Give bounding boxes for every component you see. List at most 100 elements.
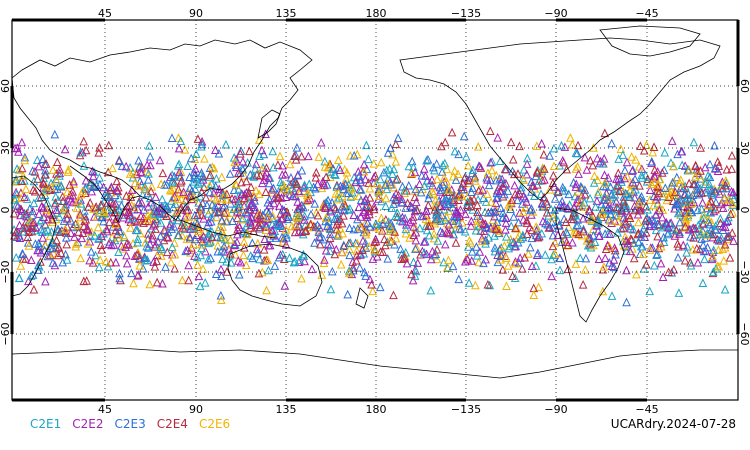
- observation-marker: [678, 240, 688, 250]
- observation-marker: [153, 215, 162, 225]
- coastline-eurasia: [11, 39, 313, 221]
- observation-marker: [143, 210, 153, 220]
- observation-marker: [27, 255, 36, 265]
- observation-marker: [432, 174, 442, 184]
- observation-marker: [293, 197, 302, 206]
- observation-marker: [55, 212, 64, 221]
- observation-marker: [192, 252, 202, 262]
- observation-marker: [302, 190, 312, 200]
- observation-marker: [365, 192, 375, 202]
- observation-marker: [339, 205, 349, 215]
- observation-marker: [236, 146, 246, 155]
- observation-marker: [484, 233, 494, 242]
- observation-marker: [38, 177, 48, 187]
- observation-marker: [29, 217, 39, 227]
- observation-marker: [361, 174, 370, 184]
- observation-marker: [607, 291, 617, 300]
- observation-marker: [34, 209, 44, 218]
- observation-marker: [265, 200, 275, 210]
- observation-marker: [451, 206, 461, 215]
- observation-marker: [451, 191, 461, 201]
- observation-marker: [456, 224, 466, 234]
- observation-marker: [467, 187, 476, 197]
- observation-marker: [475, 247, 485, 256]
- observation-marker: [718, 244, 728, 253]
- observation-marker: [325, 159, 335, 169]
- observation-marker: [463, 197, 472, 206]
- observation-marker: [368, 254, 378, 263]
- observation-marker: [193, 218, 202, 228]
- observation-marker: [245, 169, 255, 179]
- observation-marker: [426, 254, 436, 264]
- observation-marker: [725, 253, 735, 262]
- observation-marker: [319, 234, 328, 244]
- observation-marker: [666, 158, 676, 167]
- observation-marker: [173, 161, 183, 170]
- observation-marker: [126, 192, 136, 201]
- observation-marker: [364, 154, 373, 164]
- observation-marker: [452, 211, 461, 221]
- observation-marker: [509, 212, 518, 221]
- observation-marker: [482, 189, 492, 198]
- observation-marker: [444, 185, 454, 195]
- observation-marker: [322, 179, 332, 189]
- observation-marker: [60, 204, 70, 214]
- observation-marker: [94, 147, 104, 157]
- observation-marker: [76, 147, 86, 157]
- observation-marker: [501, 213, 511, 222]
- observation-marker: [114, 203, 124, 213]
- observation-marker: [303, 195, 313, 204]
- observation-marker: [361, 201, 370, 210]
- observation-marker: [263, 255, 273, 265]
- observation-marker: [161, 262, 170, 271]
- observation-marker: [197, 168, 206, 177]
- observation-marker: [111, 219, 120, 229]
- observation-marker: [425, 230, 434, 240]
- observation-marker: [376, 247, 385, 256]
- observation-marker: [400, 252, 409, 262]
- observation-marker: [356, 212, 366, 221]
- observation-marker: [259, 175, 269, 184]
- observation-marker: [478, 185, 488, 194]
- observation-marker: [639, 145, 649, 155]
- observation-marker: [609, 192, 618, 201]
- observation-marker: [622, 297, 631, 307]
- observation-marker: [407, 156, 417, 166]
- observation-marker: [526, 177, 536, 186]
- observation-marker: [125, 169, 135, 178]
- observation-marker: [250, 164, 260, 173]
- observation-marker: [290, 220, 300, 230]
- observation-marker: [132, 250, 142, 260]
- observation-marker: [546, 204, 556, 214]
- observation-marker: [136, 211, 146, 220]
- observation-marker: [381, 201, 391, 210]
- observation-marker: [217, 172, 227, 182]
- observation-marker: [239, 237, 249, 246]
- observation-marker: [477, 236, 487, 246]
- observation-marker: [645, 286, 654, 296]
- observation-marker: [657, 212, 667, 222]
- observation-marker: [183, 245, 192, 255]
- observation-marker: [655, 174, 665, 184]
- observation-marker: [89, 204, 98, 213]
- observation-marker: [205, 237, 215, 246]
- observation-marker: [415, 179, 424, 189]
- observation-marker: [43, 251, 53, 261]
- observation-marker: [728, 187, 738, 197]
- observation-marker: [500, 241, 509, 250]
- observation-marker: [690, 172, 700, 181]
- observation-marker: [639, 223, 648, 233]
- observation-marker: [625, 246, 635, 256]
- observation-marker: [167, 133, 177, 142]
- observation-marker: [20, 209, 29, 219]
- observation-marker: [461, 256, 470, 266]
- observation-marker: [387, 203, 397, 212]
- observation-marker: [135, 261, 145, 270]
- observation-marker: [332, 219, 342, 229]
- observation-marker: [539, 149, 549, 159]
- observation-marker: [395, 215, 405, 225]
- observation-marker: [82, 276, 91, 285]
- observation-marker: [502, 281, 511, 290]
- observation-marker: [391, 189, 401, 198]
- observation-marker: [349, 265, 358, 275]
